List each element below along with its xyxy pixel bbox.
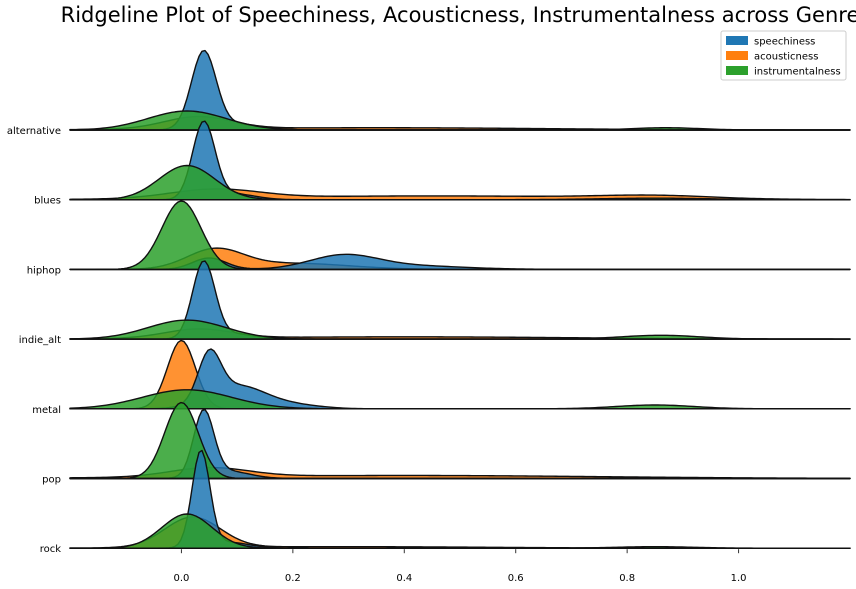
- genre-label-alternative: alternative: [7, 126, 61, 137]
- genre-label-metal: metal: [32, 405, 61, 416]
- density-blues-instrumentalness: [69, 164, 851, 201]
- ridge-metal: [69, 339, 851, 410]
- density-pop-instrumentalness: [69, 401, 851, 480]
- ridge-indie_alt: [69, 260, 851, 340]
- legend-label-acousticness: acousticness: [754, 52, 818, 63]
- genre-label-blues: blues: [34, 196, 61, 207]
- genre-label-hiphop: hiphop: [27, 265, 61, 276]
- x-tick-label: 0.6: [508, 573, 524, 584]
- x-tick-label: 1.0: [731, 573, 747, 584]
- ridge-blues: [69, 120, 851, 201]
- x-tick-label: 0.2: [285, 573, 301, 584]
- ridge-pop: [69, 401, 851, 480]
- x-tick-label: 0.0: [173, 573, 189, 584]
- legend-swatch-instrumentalness: [726, 66, 748, 75]
- x-tick-label: 0.8: [619, 573, 635, 584]
- chart-title: Ridgeline Plot of Speechiness, Acousticn…: [61, 3, 856, 27]
- genre-label-rock: rock: [40, 544, 62, 555]
- legend-label-speechiness: speechiness: [754, 37, 815, 48]
- genre-label-indie_alt: indie_alt: [19, 335, 61, 346]
- legend-swatch-acousticness: [726, 51, 748, 60]
- x-axis: 0.0 0.2 0.4 0.6 0.8 1.0: [173, 549, 747, 584]
- genre-label-pop: pop: [42, 475, 61, 486]
- x-tick-label: 0.4: [396, 573, 412, 584]
- legend-swatch-speechiness: [726, 36, 748, 45]
- ridges-group: [69, 49, 851, 549]
- legend: speechiness acousticness instrumentalness: [720, 30, 847, 81]
- density-hiphop-instrumentalness: [69, 200, 851, 271]
- legend-frame: [720, 30, 847, 81]
- ridge-rock: [69, 449, 851, 549]
- legend-label-instrumentalness: instrumentalness: [754, 67, 841, 78]
- ridge-hiphop: [69, 200, 851, 271]
- density-alternative-instrumentalness: [69, 110, 851, 131]
- density-rock-instrumentalness: [69, 513, 851, 549]
